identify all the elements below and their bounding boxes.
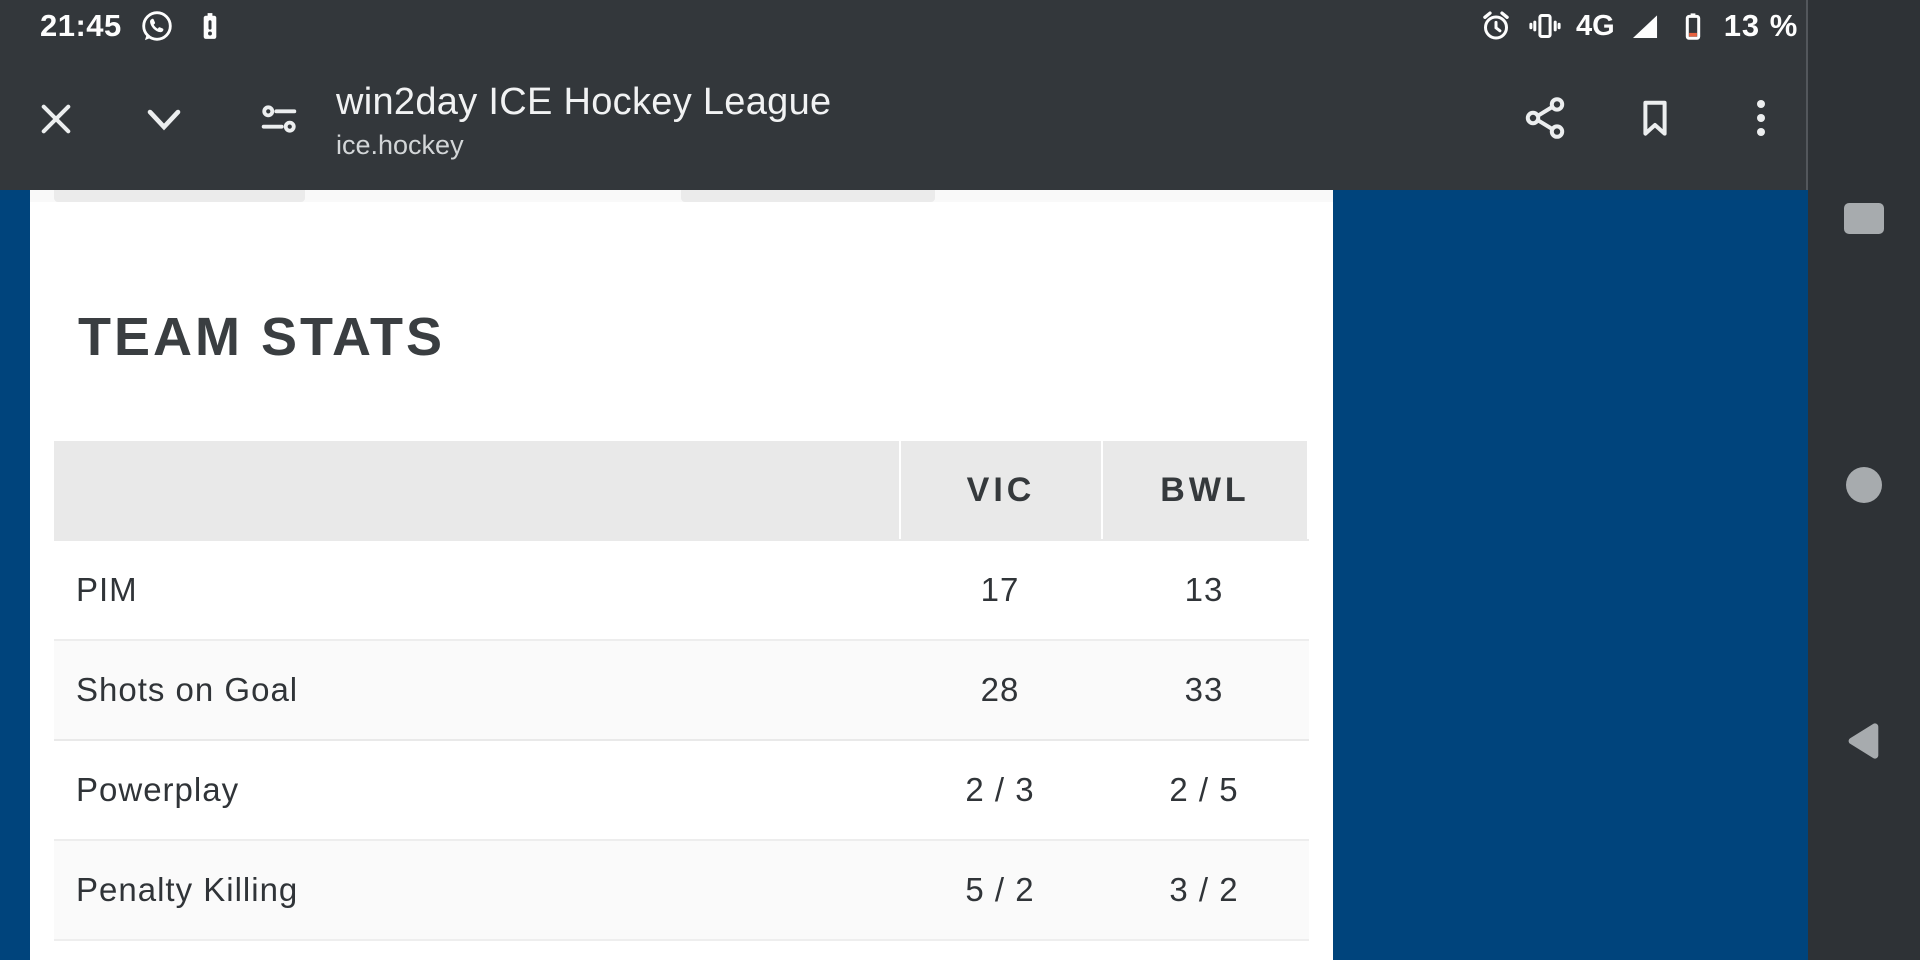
table-row: Shots on Goal 28 33 <box>54 639 1309 739</box>
webpage-background: TEAM STATS VIC BWL PIM 17 13 Shots on Go… <box>0 190 1808 960</box>
stat-value-bwl: 33 <box>1184 671 1224 708</box>
header-cell-vic: VIC <box>899 441 1101 539</box>
alarm-icon <box>1483 11 1509 40</box>
tab-url: ice.hockey <box>336 130 464 160</box>
table-row: Penalty Killing 5 / 2 3 / 2 <box>54 839 1309 939</box>
cutoff-button-right[interactable] <box>681 190 935 202</box>
back-triangle-icon <box>1848 723 1879 759</box>
stat-label: Powerplay <box>76 771 240 808</box>
close-tab-button[interactable] <box>33 96 79 145</box>
vibrate-icon <box>1529 14 1561 38</box>
more-vert-icon <box>1757 100 1765 136</box>
network-type-label: 4G <box>1576 9 1615 42</box>
top-bar: 21:45 4G <box>0 0 1808 190</box>
bookmark-icon <box>1643 100 1667 136</box>
stat-value-bwl: 13 <box>1184 571 1224 608</box>
overflow-menu-button[interactable] <box>1737 94 1785 145</box>
team-stats-table: VIC BWL PIM 17 13 Shots on Goal 28 33 Po… <box>54 441 1309 960</box>
whatsapp-notification-icon <box>142 11 172 41</box>
tab-title-block: win2day ICE Hockey League ice.hockey <box>336 80 831 161</box>
stat-value-bwl: 2 / 5 <box>1169 771 1239 808</box>
stat-value-vic: 5 / 2 <box>965 871 1035 908</box>
table-row: PIM 17 13 <box>54 539 1309 639</box>
stat-label: Penalty Killing <box>76 871 299 908</box>
clock: 21:45 <box>40 8 122 43</box>
section-heading: TEAM STATS <box>78 307 445 367</box>
tune-icon <box>261 105 297 133</box>
cutoff-button-left[interactable] <box>54 190 305 202</box>
header-cell-empty <box>54 441 899 539</box>
collapse-button[interactable] <box>136 98 192 145</box>
home-button[interactable] <box>1808 440 1920 530</box>
stat-value-vic: 28 <box>980 671 1020 708</box>
stat-value-vic: 17 <box>980 571 1020 608</box>
bookmark-button[interactable] <box>1631 94 1679 145</box>
stat-label: PIM <box>76 571 138 608</box>
home-circle-icon <box>1846 467 1882 503</box>
recents-square-icon <box>1844 202 1884 234</box>
navbar-divider <box>1806 0 1808 190</box>
webpage-content: TEAM STATS VIC BWL PIM 17 13 Shots on Go… <box>30 190 1333 960</box>
customize-button[interactable] <box>256 96 302 145</box>
stat-value-bwl: 3 / 2 <box>1169 871 1239 908</box>
close-icon <box>41 104 71 134</box>
share-icon <box>1525 97 1565 139</box>
recents-button[interactable] <box>1808 173 1920 263</box>
stat-value-vic: 2 / 3 <box>965 771 1035 808</box>
status-bar-right: 4G 13 % <box>1478 6 1798 46</box>
header-cell-bwl: BWL <box>1101 441 1307 539</box>
battery-low-icon <box>1685 13 1700 40</box>
stat-label: Shots on Goal <box>76 671 299 708</box>
table-row-cutoff <box>54 939 1309 960</box>
battery-alert-notification-icon <box>203 13 217 39</box>
signal-strength-icon <box>1632 15 1657 39</box>
android-navigation-bar <box>1808 0 1920 960</box>
status-bar-left: 21:45 <box>40 6 228 46</box>
battery-percent-label: 13 % <box>1723 8 1799 43</box>
table-row: Powerplay 2 / 3 2 / 5 <box>54 739 1309 839</box>
tab-title: win2day ICE Hockey League <box>336 81 832 123</box>
share-button[interactable] <box>1521 94 1569 145</box>
chevron-down-icon <box>147 109 181 131</box>
cutoff-row <box>30 190 1333 202</box>
table-header-row: VIC BWL <box>54 441 1309 539</box>
back-button[interactable] <box>1808 696 1920 786</box>
